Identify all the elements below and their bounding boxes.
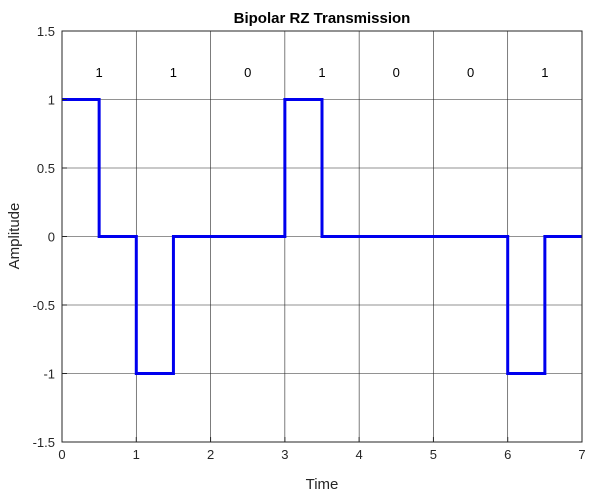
chart-title: Bipolar RZ Transmission xyxy=(234,10,411,27)
x-tick-label: 2 xyxy=(207,447,214,462)
x-tick-label: 4 xyxy=(356,447,363,462)
x-tick-label: 6 xyxy=(504,447,511,462)
y-tick-label: 1 xyxy=(48,93,55,108)
bit-label: 1 xyxy=(96,65,103,80)
bit-label: 0 xyxy=(244,65,251,80)
y-tick-label: 1.5 xyxy=(37,24,55,39)
y-axis: 1.5 1 0.5 0 -0.5 -1 -1.5 xyxy=(33,24,67,450)
signal-line xyxy=(62,98,582,375)
bit-label: 0 xyxy=(467,65,474,80)
y-tick-label: -1.5 xyxy=(33,435,55,450)
y-tick-label: 0.5 xyxy=(37,161,55,176)
x-axis-title: Time xyxy=(306,476,339,493)
x-tick-label: 3 xyxy=(281,447,288,462)
x-axis: 0 1 2 3 4 5 6 7 xyxy=(58,437,586,462)
y-tick-label: -0.5 xyxy=(33,298,55,313)
y-axis-title: Amplitude xyxy=(6,203,23,270)
x-tick-label: 7 xyxy=(578,447,585,462)
bit-label: 0 xyxy=(393,65,400,80)
bit-label: 1 xyxy=(318,65,325,80)
bit-label: 1 xyxy=(541,65,548,80)
x-tick-label: 0 xyxy=(58,447,65,462)
x-tick-label: 1 xyxy=(133,447,140,462)
y-tick-label: -1 xyxy=(43,367,55,382)
bit-labels: 1 1 0 1 0 0 1 xyxy=(96,65,549,80)
bit-label: 1 xyxy=(170,65,177,80)
x-tick-label: 5 xyxy=(430,447,437,462)
y-tick-label: 0 xyxy=(48,230,55,245)
